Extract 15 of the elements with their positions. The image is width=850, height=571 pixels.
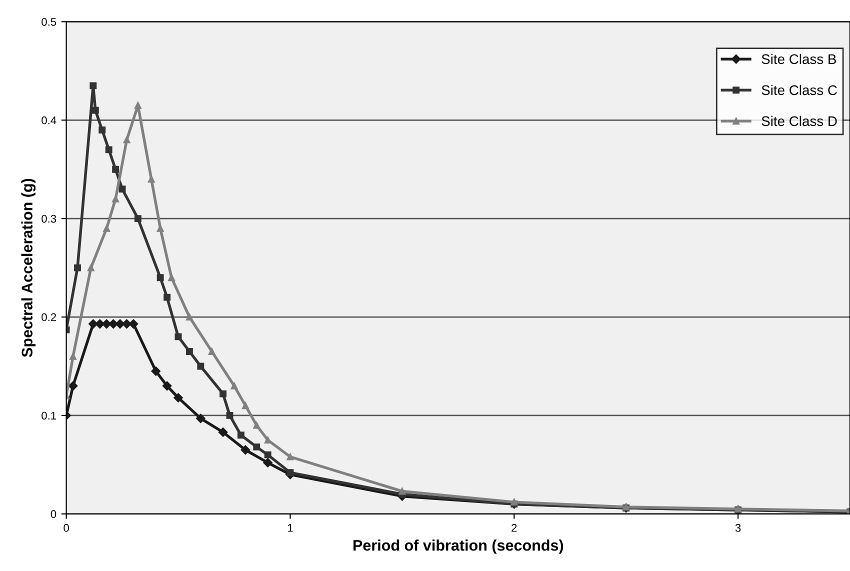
legend-label: Site Class D bbox=[762, 116, 837, 126]
y-axis-title: Spectral Acceleration (g) bbox=[21, 178, 36, 358]
legend-label: Site Class C bbox=[762, 84, 837, 96]
y-tick-label: 0.1 bbox=[42, 412, 56, 420]
legend-label: Site Class B bbox=[762, 54, 836, 64]
y-tick-label: 0.4 bbox=[42, 116, 56, 124]
y-tick-label: 0.2 bbox=[42, 313, 56, 322]
x-tick-label: 0 bbox=[64, 524, 69, 532]
y-tick-label: 0 bbox=[50, 510, 56, 518]
x-tick-label: 2 bbox=[512, 524, 517, 532]
y-tick-label: 0.5 bbox=[42, 18, 56, 26]
x-tick-label: 3 bbox=[735, 524, 741, 532]
x-axis-title: Period of vibration (seconds) bbox=[353, 540, 564, 554]
y-tick-label: 0.3 bbox=[42, 214, 56, 223]
x-tick-label: 1 bbox=[288, 524, 293, 532]
